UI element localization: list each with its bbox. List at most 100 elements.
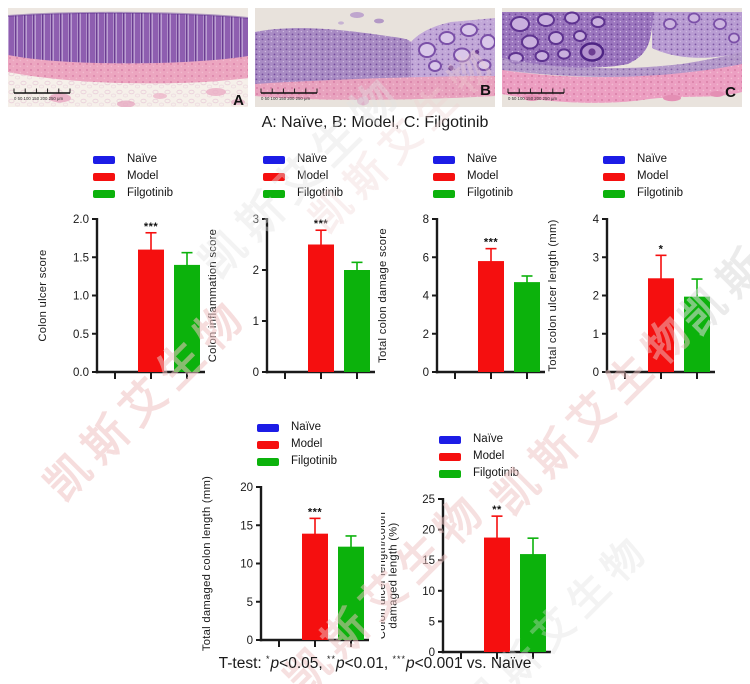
y-tick-label: 5 (247, 597, 253, 609)
panel-label-a: A (233, 92, 244, 107)
y-axis-label: damaged length (%) (388, 522, 400, 628)
legend-item-naïve: Naïve (433, 154, 545, 165)
y-tick-label: 5 (429, 616, 435, 628)
legend-swatch (263, 156, 285, 164)
legend-item-naïve: Naïve (93, 153, 205, 166)
y-tick-label: 10 (422, 586, 435, 598)
histology-panel-filgotinib: 0 50 100 150 200 250 μm C (502, 8, 742, 107)
legend-item-filgotinib: Filgotinib (603, 187, 715, 200)
y-tick-label: 8 (423, 214, 429, 226)
y-tick-label: 0.5 (73, 329, 89, 341)
legend-swatch (603, 173, 625, 181)
legend-item-model: Model (433, 170, 545, 183)
stats-footnote: T-test: *p<0.05, **p<0.01, ***p<0.001 vs… (218, 653, 532, 672)
legend-swatch (93, 156, 115, 164)
y-tick-label: 3 (253, 214, 259, 226)
legend-label: Model (467, 170, 499, 183)
chart-legend: Naïve Model Filgotinib (603, 153, 715, 200)
y-tick-label: 15 (240, 520, 253, 532)
panel-label-b: B (480, 82, 491, 99)
chart-legend: Naïve Model Filgotinib (439, 433, 551, 480)
chart-legend: Naïve Model Filgotinib (433, 154, 545, 199)
y-tick-label: 4 (593, 214, 600, 226)
y-tick-label: 1 (593, 329, 599, 341)
significance-stars: ** (492, 504, 502, 516)
bar-filgotinib (684, 296, 710, 372)
bar-model (648, 278, 674, 372)
legend-label: Filgotinib (637, 187, 684, 200)
legend-item-model: Model (439, 450, 551, 463)
y-axis-label: Total damaged colon length (mm) (201, 476, 213, 651)
y-tick-label: 2 (423, 329, 429, 341)
y-tick-label: 10 (240, 559, 253, 571)
legend-swatch (439, 436, 461, 444)
legend-label: Filgotinib (473, 467, 520, 480)
legend-swatch (439, 470, 461, 478)
chart-plot: 0 1 2 3 *** Colon inflammation score (207, 214, 375, 379)
panel-label-c: C (725, 84, 736, 101)
legend-swatch (93, 173, 115, 181)
y-tick-label: 20 (240, 482, 253, 494)
y-tick-label: 2.0 (73, 214, 89, 226)
legend-item-naïve: Naïve (257, 422, 369, 433)
chart-ulcer-damaged-ratio: Naïve Model Filgotinib 0 5 10 15 20 25 ** Colon ul… (381, 433, 551, 672)
legend-item-naïve: Naïve (439, 433, 551, 446)
scale-bar-text: 0 50 100 150 200 250 μm (261, 96, 310, 101)
legend-item-naïve: Naïve (263, 153, 375, 166)
significance-stars: *** (308, 506, 323, 518)
legend-item-filgotinib: Filgotinib (263, 187, 375, 200)
legend-item-model: Model (263, 171, 375, 182)
charts-row-1: Naïve Model Filgotinib 0.0 0.5 1.0 1.5 2.0 *** Co… (0, 153, 750, 392)
legend-label: Model (473, 450, 505, 463)
legend-item-model: Model (93, 171, 205, 182)
legend-swatch (433, 173, 455, 181)
y-axis-label: Total colon ulcer length (mm) (547, 219, 559, 371)
legend-item-model: Model (257, 439, 369, 450)
bar-filgotinib (174, 264, 200, 372)
legend-label: Filgotinib (127, 187, 174, 200)
legend-item-model: Model (603, 171, 715, 182)
y-tick-label: 2 (593, 291, 599, 303)
histology-image-c: 0 50 100 150 200 250 μm C (502, 8, 742, 107)
legend-label: Filgotinib (297, 187, 344, 200)
legend-label: Naïve (127, 153, 158, 166)
legend-swatch (433, 156, 455, 164)
legend-swatch (433, 190, 455, 198)
bar-model (308, 244, 334, 372)
charts-row-2: Naïve Model Filgotinib 0 5 10 15 20 *** Total dam… (0, 422, 750, 672)
legend-label: Naïve (637, 153, 668, 166)
scale-bar: 0 50 100 150 200 250 μm (260, 88, 318, 101)
y-axis-label: Total colon damage score (377, 228, 389, 363)
bar-filgotinib (520, 554, 546, 652)
chart-plot: 0 1 2 3 4 * Total colon ulcer length (mm) (547, 214, 715, 379)
chart-total-colon-damage-score: Naïve Model Filgotinib 0 2 4 6 8 *** Total colon … (375, 154, 545, 392)
y-tick-label: 0 (423, 367, 429, 379)
legend-item-filgotinib: Filgotinib (433, 188, 545, 199)
bar-filgotinib (338, 546, 364, 640)
histology-panel-model: 0 50 100 150 200 250 μm B (255, 8, 495, 107)
y-tick-label: 3 (593, 252, 599, 264)
y-axis-label: Colon inflammation score (207, 229, 219, 362)
legend-swatch (257, 424, 279, 432)
y-axis-label: Colon ulcer score (37, 249, 49, 341)
y-tick-label: 1.0 (73, 291, 89, 303)
legend-swatch (603, 156, 625, 164)
histology-panel-naive: 0 50 100 150 200 250 μm A (8, 8, 248, 107)
legend-swatch (257, 441, 279, 449)
legend-label: Naïve (473, 433, 504, 446)
y-tick-label: 15 (422, 555, 435, 567)
y-tick-label: 0 (247, 635, 253, 647)
chart-colon-inflammation-score: Naïve Model Filgotinib 0 1 2 3 *** Colon inflamm… (205, 153, 375, 392)
legend-label: Naïve (297, 153, 328, 166)
scale-bar-text: 0 50 100 150 200 250 μm (508, 96, 557, 101)
bar-model (478, 261, 504, 372)
y-tick-label: 4 (423, 291, 430, 303)
y-tick-label: 20 (422, 525, 435, 537)
significance-stars: *** (314, 218, 329, 230)
y-tick-label: 0 (429, 647, 435, 659)
y-axis-label: Colon ulcer length/colon (381, 512, 388, 639)
chart-colon-ulcer-score: Naïve Model Filgotinib 0.0 0.5 1.0 1.5 2.0 *** Co… (35, 153, 205, 392)
chart-legend: Naïve Model Filgotinib (93, 153, 205, 200)
chart-plot: 0 2 4 6 8 *** Total colon damage score (377, 214, 545, 379)
